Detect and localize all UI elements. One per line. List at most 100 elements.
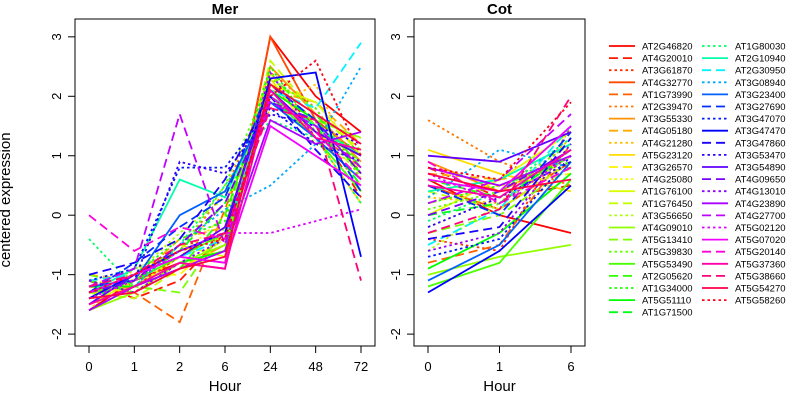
legend-label: AT3G54890	[735, 163, 786, 174]
legend-label: AT3G61870	[642, 66, 693, 77]
legend-label: AT4G27700	[735, 211, 786, 222]
y-tick-label: 2	[388, 93, 403, 100]
legend-label: AT3G53470	[735, 150, 786, 161]
legend-item: AT5G54270	[702, 284, 786, 295]
legend-item: AT4G09010	[609, 223, 693, 234]
series-line	[427, 149, 572, 199]
legend-item: AT1G73990	[609, 90, 693, 101]
legend-label: AT4G09010	[642, 223, 693, 234]
legend-label: AT5G07020	[735, 235, 786, 246]
series-line	[427, 143, 572, 252]
series-lines	[88, 34, 362, 324]
legend-item: AT3G47470	[702, 126, 786, 137]
legend-label: AT5G51110	[642, 296, 691, 307]
series-line	[88, 82, 362, 300]
series-line	[427, 131, 572, 217]
legend-item: AT4G13010	[702, 187, 786, 198]
legend-item: AT5G51110	[609, 296, 691, 307]
legend-label: AT5G37360	[735, 259, 786, 270]
y-tick-label: 3	[388, 33, 403, 40]
legend-item: AT1G34000	[609, 284, 693, 295]
x-tick-label: 0	[424, 359, 431, 374]
legend-item: AT3G54890	[702, 163, 786, 174]
legend-item: AT5G39830	[609, 247, 693, 258]
series-line	[88, 208, 362, 300]
series-line	[88, 107, 362, 288]
series-line	[427, 131, 572, 163]
legend-label: AT5G13410	[642, 235, 693, 246]
x-tick-label: 0	[85, 359, 92, 374]
legend-item: AT1G80030	[702, 42, 786, 53]
legend-item: AT3G55330	[609, 114, 693, 125]
legend-label: AT3G56650	[642, 211, 693, 222]
series-line	[88, 94, 362, 252]
series-line	[427, 161, 572, 282]
legend-label: AT1G73990	[642, 90, 693, 101]
y-tick-label: 2	[49, 93, 64, 100]
series-line	[88, 100, 362, 288]
series-line	[427, 166, 572, 234]
legend-label: AT3G23400	[735, 90, 786, 101]
legend-label: AT4G25080	[642, 175, 693, 186]
legend-item: AT4G32770	[609, 78, 693, 89]
series-line	[88, 77, 362, 300]
series-line	[427, 154, 572, 252]
legend-label: AT5G39830	[642, 247, 693, 258]
x-tick-label: 2	[176, 359, 183, 374]
legend-label: AT1G76450	[642, 199, 693, 210]
legend-label: AT2G39470	[642, 102, 693, 113]
series-line	[427, 137, 572, 240]
legend-item: AT1G76100	[609, 187, 693, 198]
legend-item: AT4G25080	[609, 175, 693, 186]
y-tick-label: 0	[388, 212, 403, 219]
series-line	[88, 64, 362, 306]
series-line	[427, 155, 572, 258]
legend-item: AT3G47860	[702, 138, 786, 149]
y-tick-label: -1	[49, 269, 64, 281]
legend-label: AT4G23890	[735, 199, 786, 210]
legend-label: AT2G10940	[735, 54, 786, 65]
legend-item: AT3G56650	[609, 211, 693, 222]
legend-label: AT3G47070	[735, 114, 786, 125]
legend-item: AT1G76450	[609, 199, 693, 210]
legend-item: AT4G27700	[702, 211, 786, 222]
legend-item: AT3G08940	[702, 78, 786, 89]
legend-item: AT5G38660	[702, 271, 786, 282]
legend-label: AT4G09650	[735, 175, 786, 186]
legend-label: AT5G20140	[735, 247, 786, 258]
legend-item: AT5G37360	[702, 259, 786, 270]
legend-item: AT2G10940	[702, 54, 786, 65]
legend-label: AT3G47470	[735, 126, 786, 137]
legend-label: AT5G02120	[735, 223, 786, 234]
legend-item: AT5G13410	[609, 235, 693, 246]
legend-label: AT4G21280	[642, 138, 693, 149]
legend-item: AT2G30950	[702, 66, 786, 77]
legend-label: AT2G30950	[735, 66, 786, 77]
legend-label: AT4G13010	[735, 187, 786, 198]
legend-item: AT5G20140	[702, 247, 786, 258]
series-line	[427, 101, 572, 181]
y-axis-title: centered expression	[0, 132, 14, 267]
y-tick-label: -2	[49, 328, 64, 340]
y-tick-label: 0	[49, 212, 64, 219]
legend-item: AT3G27690	[702, 102, 786, 113]
series-line	[88, 94, 362, 276]
panel-title: Mer	[212, 1, 239, 18]
legend-label: AT5G58260	[735, 296, 786, 307]
legend-item: AT3G47070	[702, 114, 786, 125]
series-line	[427, 154, 572, 205]
legend-item: AT5G53490	[609, 259, 693, 270]
legend-label: AT3G47860	[735, 138, 786, 149]
x-tick-label: 1	[496, 359, 503, 374]
legend-label: AT3G55330	[642, 114, 693, 125]
legend-item: AT1G71500	[609, 308, 693, 319]
series-line	[88, 59, 362, 294]
legend-label: AT5G54270	[735, 284, 786, 295]
legend-label: AT3G27690	[735, 102, 786, 113]
panel-title: Cot	[487, 1, 512, 18]
x-tick-label: 48	[308, 359, 322, 374]
series-line	[427, 172, 572, 193]
legend-label: AT2G46820	[642, 42, 693, 53]
series-line	[427, 148, 572, 199]
